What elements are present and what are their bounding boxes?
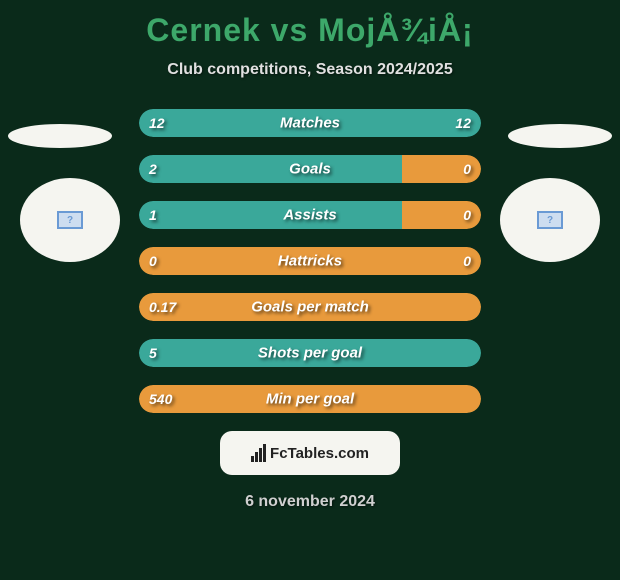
stat-value-left: 2 [149,161,157,177]
footer-brand-text: FcTables.com [270,445,369,462]
stat-value-left: 1 [149,207,157,223]
stat-label: Matches [280,115,340,132]
date-text: 6 november 2024 [0,493,620,511]
page-title: Cernek vs MojÅ¾iÅ¡ [0,0,620,49]
stat-value-left: 540 [149,391,172,407]
stat-row: 12 Matches 12 [139,109,481,137]
chart-icon [251,444,266,462]
stat-value-left: 0.17 [149,299,176,315]
stat-row: 0 Hattricks 0 [139,247,481,275]
stat-row: 5 Shots per goal [139,339,481,367]
unknown-badge-icon: ? [537,211,563,229]
footer-brand-box: FcTables.com [220,431,400,475]
stat-row: 1 Assists 0 [139,201,481,229]
player-left-oval [8,124,112,148]
stat-label: Min per goal [266,391,354,408]
stat-label: Goals [289,161,331,178]
stat-label: Assists [283,207,336,224]
stat-bar-left [139,155,402,183]
subtitle: Club competitions, Season 2024/2025 [0,61,620,79]
stat-value-right: 0 [463,207,471,223]
player-right-badge-circle: ? [500,178,600,262]
stat-row: 2 Goals 0 [139,155,481,183]
stat-label: Goals per match [251,299,369,316]
unknown-badge-icon: ? [57,211,83,229]
stat-row: 540 Min per goal [139,385,481,413]
stat-value-left: 5 [149,345,157,361]
stat-value-right: 12 [455,115,471,131]
footer-logo: FcTables.com [251,444,369,462]
stat-value-right: 0 [463,253,471,269]
stat-value-left: 0 [149,253,157,269]
stat-label: Shots per goal [258,345,362,362]
player-right-oval [508,124,612,148]
stat-row: 0.17 Goals per match [139,293,481,321]
stats-container: 12 Matches 12 2 Goals 0 1 Assists 0 0 Hattricks 0 0.… [139,109,481,413]
stat-label: Hattricks [278,253,342,270]
stat-value-right: 0 [463,161,471,177]
stat-value-left: 12 [149,115,165,131]
player-left-badge-circle: ? [20,178,120,262]
stat-bar-left [139,201,402,229]
